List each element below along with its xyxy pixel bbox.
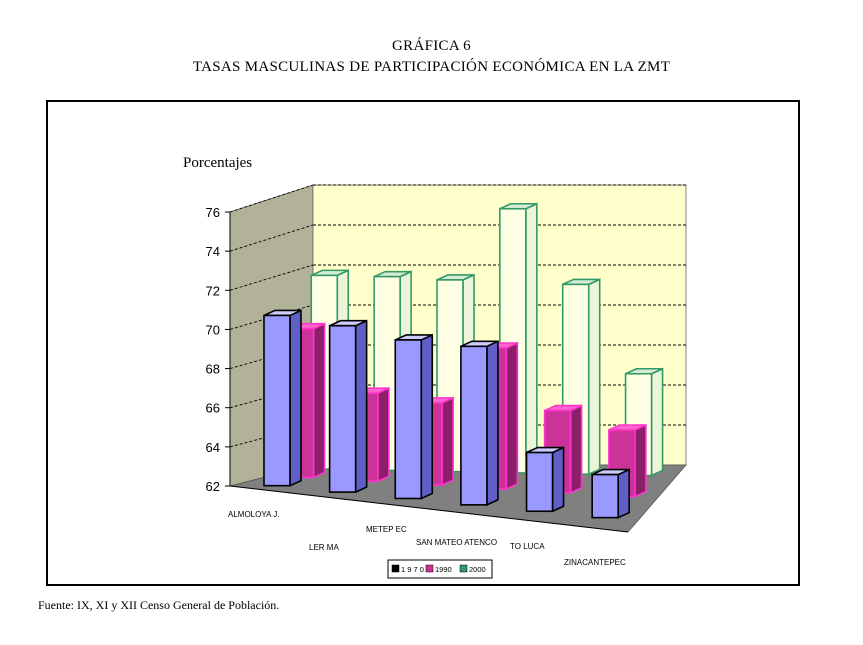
bar-side-face [650, 367, 664, 477]
bar-side-face [312, 322, 326, 479]
legend-swatch [459, 564, 468, 573]
x-axis [229, 485, 629, 533]
bar-side-face [525, 202, 538, 475]
y-tick-label: 66 [206, 401, 220, 416]
x-category-label: METEP EC [366, 525, 407, 534]
source-note: Fuente: IX, XI y XII Censo General de Po… [38, 598, 280, 612]
x-category-label: SAN MATEO ATENCO [416, 538, 497, 547]
y-tick-label: 76 [206, 205, 220, 220]
y-axis-title: Porcentajes [183, 155, 252, 171]
legend-swatch [425, 564, 434, 573]
bar-side-face [486, 340, 499, 507]
y-tick-label: 72 [206, 283, 220, 298]
x-category-label: TO LUCA [510, 542, 545, 551]
gridline-side [229, 264, 314, 291]
bar-side-face [634, 423, 647, 498]
gridline-side [229, 184, 314, 213]
bar-1970-3 [460, 340, 499, 507]
legend-label: 1990 [435, 565, 452, 574]
bar-side-face [505, 341, 519, 491]
bar-front-face [263, 314, 291, 487]
bar-side-face [617, 468, 630, 519]
bar-1970-5 [591, 468, 630, 519]
bar-1970-0 [263, 309, 302, 487]
y-tick-label: 68 [206, 362, 220, 377]
bar-front-face [525, 451, 554, 513]
bar-front-face [591, 473, 619, 519]
bar-front-face [460, 345, 488, 506]
bar-side-face [569, 404, 583, 494]
legend-label: 2000 [469, 565, 486, 574]
y-tick-label: 70 [206, 322, 220, 337]
bar-1970-1 [328, 319, 368, 494]
y-tick-label: 74 [206, 244, 220, 259]
legend-label: 1 9 7 0 [401, 565, 424, 574]
bar-1970-2 [394, 333, 434, 500]
chart-title-line2: TASAS MASCULINAS DE PARTICIPACIÓN ECONÓM… [192, 59, 671, 75]
bar-front-face [394, 339, 423, 500]
bar-side-face [420, 333, 434, 500]
bar-side-face [587, 278, 601, 476]
bar-side-face [377, 386, 390, 483]
legend-swatch [391, 564, 400, 573]
gridline-side [229, 304, 314, 330]
x-category-label: LER MA [309, 543, 339, 552]
legend-box [387, 559, 493, 579]
bar-1970-4 [525, 446, 565, 513]
bar-side-face [289, 309, 302, 487]
bar-side-face [441, 396, 454, 487]
y-tick-label: 62 [206, 479, 220, 494]
bar-side-face [551, 446, 565, 513]
x-category-label: ZINACANTEPEC [564, 558, 626, 567]
bar-side-face [354, 319, 368, 494]
x-category-label: ALMOLOYA J. [228, 510, 279, 519]
bar-front-face [328, 324, 357, 493]
y-tick-label: 64 [206, 440, 220, 455]
chart-frame [46, 100, 800, 586]
gridline-side [229, 224, 314, 252]
chart-title-line1: GRÁFICA 6 [392, 38, 471, 54]
